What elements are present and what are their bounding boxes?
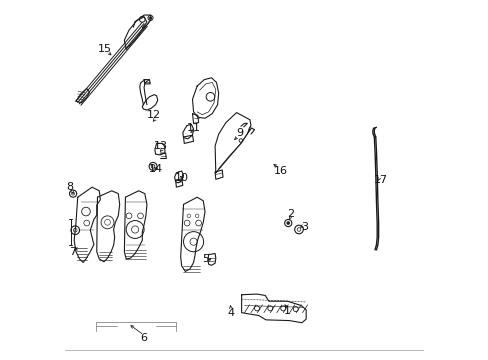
Text: 13: 13 [154, 141, 168, 151]
Text: 16: 16 [273, 166, 287, 176]
Text: 10: 10 [174, 173, 188, 183]
Text: 4: 4 [227, 308, 234, 318]
Text: 3: 3 [301, 222, 307, 231]
Circle shape [286, 222, 289, 225]
Text: 14: 14 [148, 163, 163, 174]
Text: 15: 15 [98, 44, 111, 54]
Text: 8: 8 [66, 182, 73, 192]
Text: 2: 2 [286, 209, 293, 219]
Text: 6: 6 [141, 333, 147, 343]
Circle shape [149, 17, 151, 19]
Text: 1: 1 [284, 306, 290, 316]
Text: 12: 12 [147, 111, 161, 121]
Text: 7: 7 [69, 247, 77, 257]
Text: 9: 9 [236, 129, 243, 138]
Text: 5: 5 [202, 254, 209, 264]
Text: 11: 11 [187, 123, 201, 133]
Text: 17: 17 [373, 175, 387, 185]
